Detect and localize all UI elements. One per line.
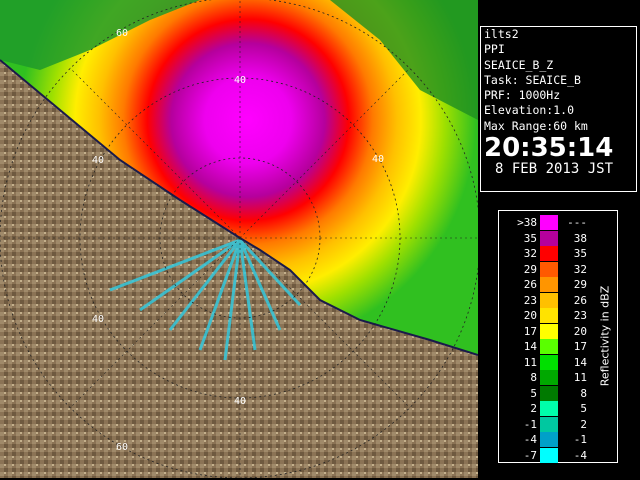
legend-swatch	[540, 323, 558, 339]
legend-low-value: -4	[523, 433, 537, 446]
legend-swatch	[540, 261, 558, 277]
scan-time: 20:35:14	[484, 133, 614, 164]
radar-image: 60 40 40 40 40 40 60	[0, 0, 478, 478]
task-name: Task: SEAICE_B	[484, 72, 581, 87]
legend-swatch	[540, 401, 558, 416]
legend-row: 29 32	[499, 261, 599, 277]
host-name: ilts2	[484, 27, 519, 41]
legend-high-value: 2	[580, 417, 587, 431]
legend-high-value: 23	[573, 309, 587, 322]
scan-mode: PPI	[484, 42, 505, 57]
legend-high-value: ---	[567, 216, 587, 229]
scan-date: 8 FEB 2013 JST	[495, 161, 614, 178]
legend-low-value: 8	[530, 371, 537, 384]
legend-high-value: 26	[573, 293, 587, 307]
product-name: SEAICE_B_Z	[484, 57, 554, 72]
legend-high-value: 17	[573, 340, 587, 353]
elevation-value: Elevation:1.0	[484, 103, 575, 118]
legend-low-value: -1	[523, 417, 537, 431]
legend-row: -7 -4	[499, 447, 599, 463]
weak-echo-northwest	[0, 0, 200, 70]
legend-high-value: 29	[573, 278, 587, 291]
legend-row: 8 11	[499, 370, 599, 385]
color-legend: >38 --- 35 38 32 35 29 32 26 29 23 26 20 23 17 20 14 17 11…	[498, 210, 618, 463]
legend-low-value: 2	[530, 402, 537, 415]
coastline	[0, 59, 478, 356]
legend-row: 20 23	[499, 308, 599, 323]
prf-value: PRF: 1000Hz	[484, 88, 561, 103]
legend-swatch	[540, 432, 558, 447]
legend-swatch	[540, 339, 558, 354]
legend-row: 11 14	[499, 354, 599, 370]
weak-echo-northeast	[330, 0, 478, 120]
legend-low-value: >38	[517, 216, 537, 229]
legend-high-value: 32	[573, 262, 587, 276]
legend-row: 32 35	[499, 246, 599, 261]
legend-swatch	[540, 370, 558, 385]
legend-row: 23 26	[499, 292, 599, 308]
legend-swatch	[540, 416, 558, 432]
legend-low-value: 23	[523, 293, 537, 307]
legend-swatch	[540, 292, 558, 308]
azimuth-lines	[0, 0, 478, 478]
ring-label: 40	[234, 75, 246, 86]
legend-low-value: 14	[523, 340, 537, 353]
legend-high-value: -1	[573, 433, 587, 446]
legend-swatch	[540, 447, 558, 463]
legend-swatch	[540, 230, 558, 246]
legend-row: -1 2	[499, 416, 599, 432]
legend-swatch	[540, 385, 558, 401]
legend-row: 14 17	[499, 339, 599, 354]
legend-low-value: 20	[523, 309, 537, 322]
legend-high-value: 14	[573, 355, 587, 369]
legend-low-value: 5	[530, 386, 537, 400]
ring-labels: 60 40 40 40 40 40 60	[92, 28, 384, 453]
ring-label: 60	[116, 28, 128, 39]
ring-label: 40	[234, 396, 246, 407]
ring-label: 60	[116, 442, 128, 453]
legend-swatch	[540, 215, 558, 230]
max-range-value: Max Range:60 km	[484, 118, 588, 133]
legend-high-value: -4	[573, 448, 587, 462]
legend-swatch	[540, 277, 558, 292]
legend-swatch	[540, 246, 558, 261]
legend-title-text: Reflectivity in dBZ	[598, 285, 612, 387]
legend-high-value: 35	[573, 247, 587, 260]
ring-label: 40	[372, 154, 384, 165]
ring-label: 40	[92, 314, 104, 325]
legend-high-value: 20	[573, 324, 587, 338]
legend-low-value: 17	[523, 324, 537, 338]
legend-low-value: 11	[523, 355, 537, 369]
legend-row: 17 20	[499, 323, 599, 339]
legend-swatch	[540, 354, 558, 370]
legend-row: >38 ---	[499, 215, 599, 230]
scan-info-panel: ilts2 PPI SEAICE_B_Z Task: SEAICE_B PRF:…	[480, 26, 637, 192]
legend-swatch	[540, 308, 558, 323]
sea-echo	[0, 0, 478, 355]
legend-low-value: 29	[523, 262, 537, 276]
legend-high-value: 38	[573, 231, 587, 245]
legend-row: -4 -1	[499, 432, 599, 447]
legend-row: 35 38	[499, 230, 599, 246]
legend-low-value: 35	[523, 231, 537, 245]
legend-low-value: 26	[523, 278, 537, 291]
legend-low-value: 32	[523, 247, 537, 260]
radar-ppi-display: 60 40 40 40 40 40 60	[0, 0, 478, 478]
legend-low-value: -7	[523, 448, 537, 462]
legend-high-value: 8	[580, 386, 587, 400]
legend-high-value: 11	[573, 371, 587, 384]
ring-label: 40	[92, 155, 104, 166]
legend-title: Reflectivity in dBZ	[592, 231, 618, 441]
legend-row: 26 29	[499, 277, 599, 292]
legend-high-value: 5	[580, 402, 587, 415]
ground-clutter	[109, 238, 302, 361]
